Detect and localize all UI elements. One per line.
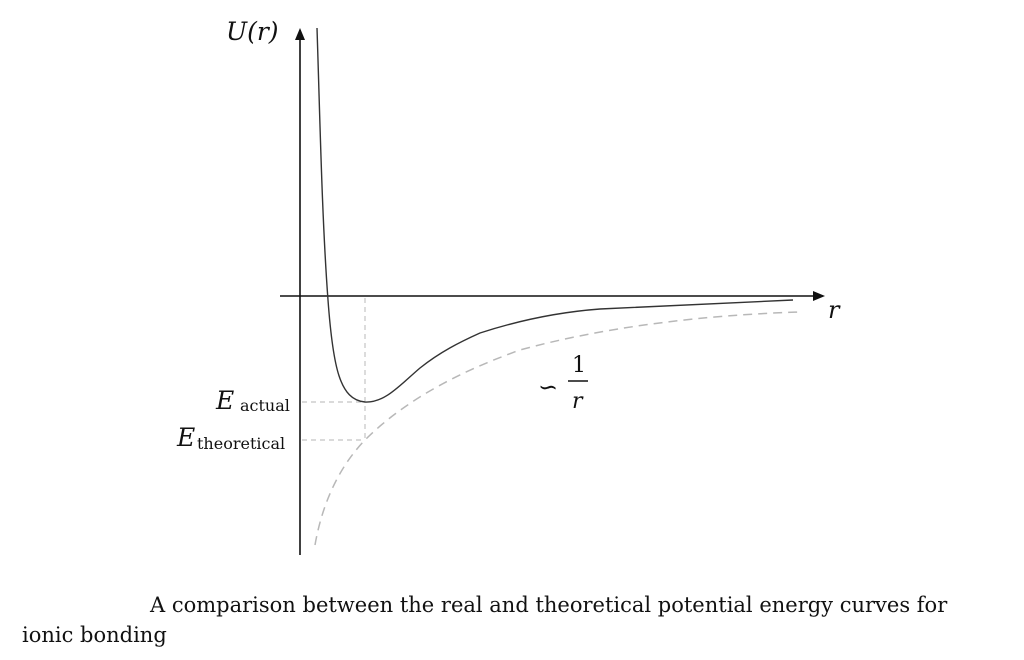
actual-curve: [316, 27, 794, 403]
figure-caption: A comparison between the real and theore…: [22, 593, 948, 647]
asymptote-tilde: ∽: [538, 373, 558, 401]
y-axis-label: U(r): [226, 17, 279, 46]
asymptote-denominator: r: [572, 389, 584, 414]
asymptote-annotation: ∽ 1 r: [538, 353, 588, 414]
x-axis-label: r: [828, 296, 841, 324]
asymptote-numerator: 1: [572, 353, 586, 378]
theoretical-curve: [314, 311, 801, 546]
